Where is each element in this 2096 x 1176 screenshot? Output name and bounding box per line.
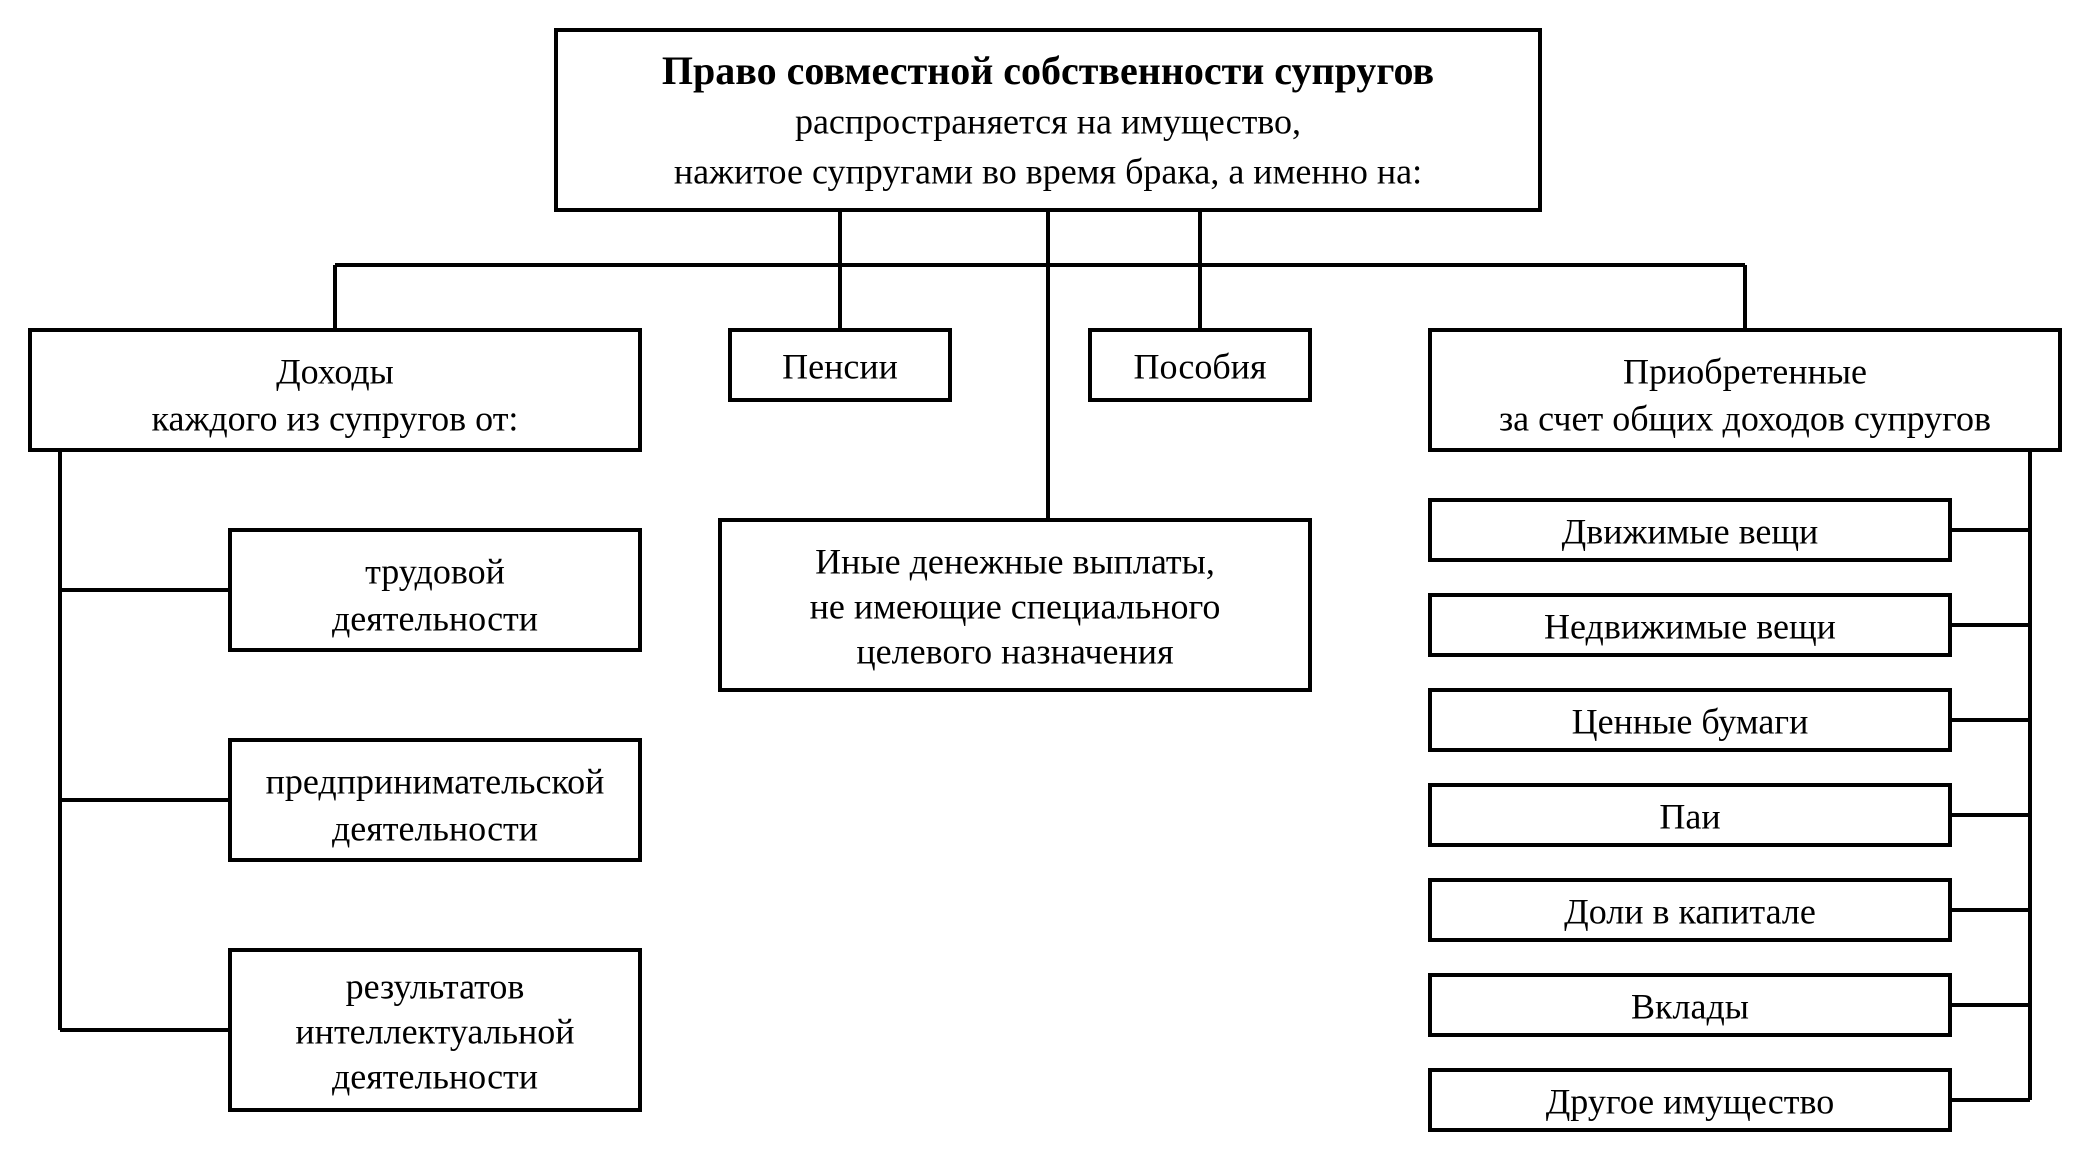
right-header-box-text: за счет общих доходов супругов (1499, 398, 1991, 438)
diagram-canvas: Право совместной собственности супругов р… (0, 0, 2096, 1176)
inye-box-text: целевого назначения (856, 631, 1173, 671)
right-item-6: Другое имущество (1430, 1070, 1950, 1130)
left-header-box: Доходы каждого из супругов от: (30, 330, 640, 450)
root-box-text: нажитое супругами во время брака, а имен… (674, 151, 1422, 191)
right-item-0-text: Движимые вещи (1562, 511, 1819, 551)
posobia-box: Пособия (1090, 330, 1310, 400)
root-box: Право совместной собственности супругов р… (556, 30, 1540, 210)
pensii-box-text: Пенсии (782, 346, 898, 386)
right-item-3: Паи (1430, 785, 1950, 845)
right-item-3-text: Паи (1659, 796, 1720, 836)
left-item-1: предпринимательской деятельности (230, 740, 640, 860)
left-item-0: трудовой деятельности (230, 530, 640, 650)
right-item-6-text: Другое имущество (1546, 1081, 1834, 1121)
inye-box-text: Иные денежные выплаты, (815, 541, 1215, 581)
inye-box: Иные денежные выплаты, не имеющие специал… (720, 520, 1310, 690)
right-item-4: Доли в капитале (1430, 880, 1950, 940)
left-item-1-text: деятельности (332, 808, 538, 848)
left-item-2-text: результатов (346, 966, 525, 1006)
left-item-2-text: интеллектуальной (295, 1011, 574, 1051)
left-item-1-text: предпринимательской (266, 761, 605, 801)
right-item-5-text: Вклады (1631, 986, 1749, 1026)
right-header-box: Приобретенные за счет общих доходов супру… (1430, 330, 2060, 450)
posobia-box-text: Пособия (1133, 346, 1266, 386)
right-header-box-text: Приобретенные (1623, 351, 1867, 391)
left-item-2-text: деятельности (332, 1056, 538, 1096)
left-header-box-text: каждого из супругов от: (152, 398, 519, 438)
right-item-4-text: Доли в капитале (1564, 891, 1816, 931)
left-item-0-text: деятельности (332, 598, 538, 638)
root-box-text: Право совместной собственности супругов (662, 48, 1434, 93)
left-header-box-text: Доходы (276, 351, 394, 391)
root-box-text: распространяется на имущество, (795, 101, 1301, 141)
right-item-1-text: Недвижимые вещи (1544, 606, 1836, 646)
right-item-1: Недвижимые вещи (1430, 595, 1950, 655)
right-item-0: Движимые вещи (1430, 500, 1950, 560)
right-item-2-text: Ценные бумаги (1572, 701, 1809, 741)
right-item-5: Вклады (1430, 975, 1950, 1035)
left-item-2: результатов интеллектуальной деятельности (230, 950, 640, 1110)
right-item-2: Ценные бумаги (1430, 690, 1950, 750)
left-item-0-text: трудовой (365, 551, 505, 591)
pensii-box: Пенсии (730, 330, 950, 400)
inye-box-text: не имеющие специального (810, 586, 1221, 626)
